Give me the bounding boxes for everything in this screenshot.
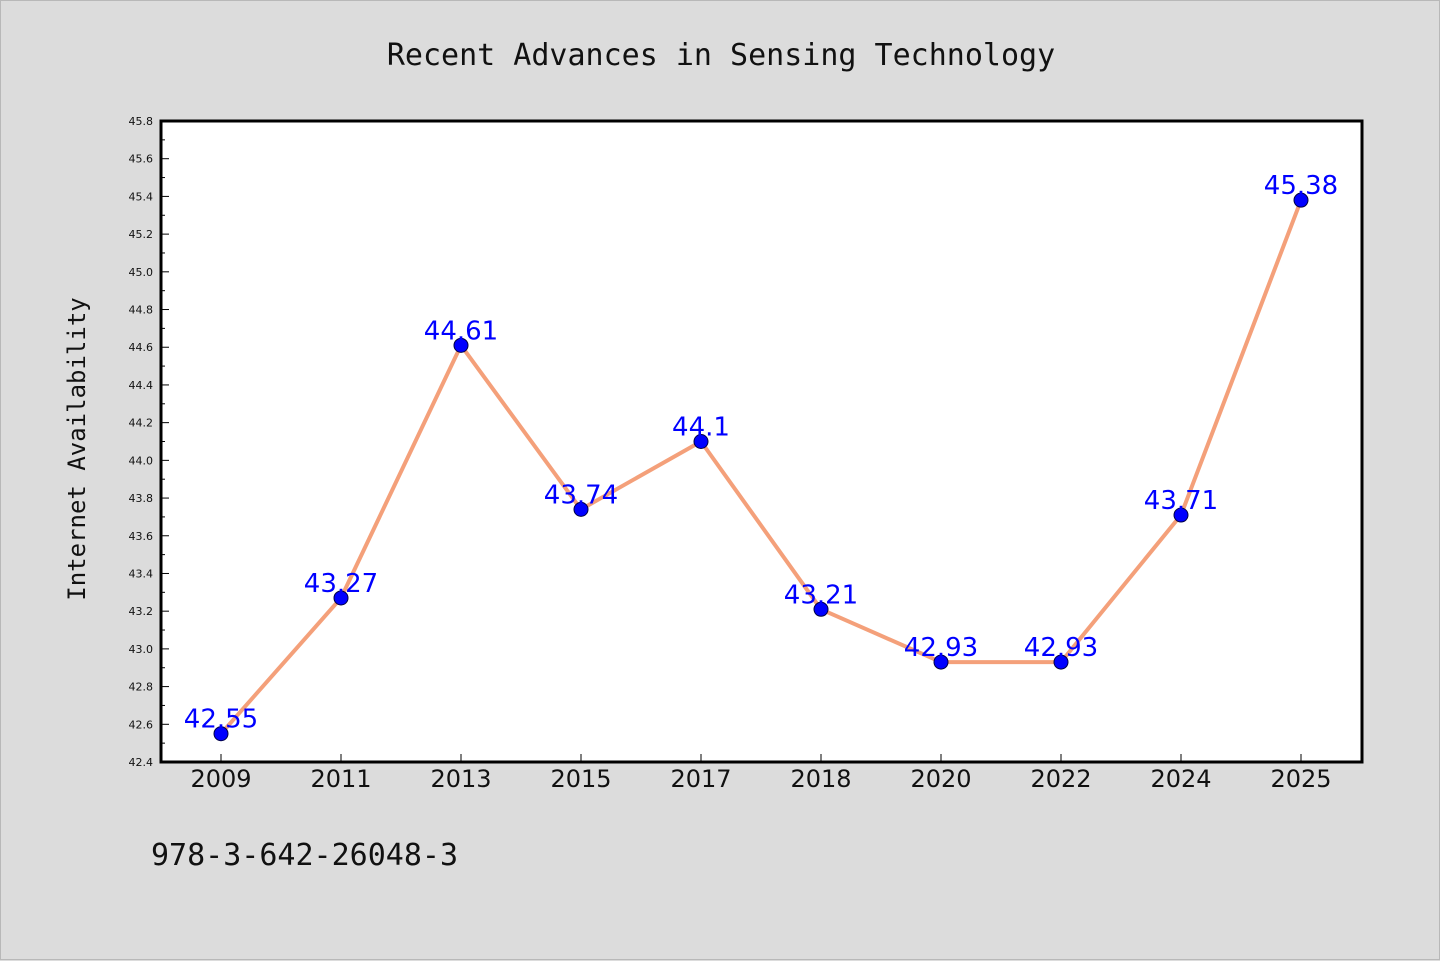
data-label: 42.55 bbox=[184, 705, 258, 735]
data-label: 43.21 bbox=[784, 580, 858, 610]
y-tick-label: 43.2 bbox=[129, 605, 154, 618]
data-label: 43.27 bbox=[304, 569, 378, 599]
y-axis-label: Internet Availability bbox=[63, 297, 91, 600]
y-tick-label: 44.0 bbox=[129, 454, 154, 467]
x-tick-label: 2015 bbox=[550, 765, 611, 793]
data-point bbox=[453, 337, 469, 353]
y-tick-label: 44.4 bbox=[129, 379, 154, 392]
data-point bbox=[933, 654, 949, 670]
data-label: 42.93 bbox=[904, 633, 978, 663]
y-tick-label: 43.4 bbox=[129, 567, 154, 580]
y-axis-ticks: 42.4 42.6 42.8 43.0 43.2 43.4 43.6 43.8 44.0 44.2… bbox=[129, 115, 169, 769]
y-tick-label: 45.2 bbox=[129, 228, 154, 241]
data-point bbox=[693, 434, 709, 449]
data-point bbox=[813, 601, 829, 617]
data-point bbox=[213, 726, 229, 742]
plot-area bbox=[161, 121, 1362, 762]
y-tick-label: 44.2 bbox=[129, 417, 154, 430]
data-label: 44.61 bbox=[424, 316, 498, 346]
y-tick-label: 45.6 bbox=[129, 153, 154, 166]
data-point bbox=[573, 501, 589, 517]
y-tick-label: 42.6 bbox=[129, 718, 154, 731]
y-tick-label: 42.8 bbox=[129, 681, 154, 694]
y-tick-label: 44.6 bbox=[129, 341, 154, 354]
data-label: 45.38 bbox=[1264, 171, 1338, 201]
x-tick-label: 2025 bbox=[1270, 765, 1331, 793]
data-label: 43.71 bbox=[1144, 486, 1218, 516]
x-tick-label: 2013 bbox=[430, 765, 491, 793]
x-axis-ticks: 2009 2011 2013 2015 2017 2018 2020 2022 2024 2025 bbox=[190, 754, 1332, 793]
x-tick-label: 2017 bbox=[670, 765, 731, 793]
y-tick-label: 43.0 bbox=[129, 643, 154, 656]
y-tick-label: 45.8 bbox=[129, 115, 154, 128]
x-tick-label: 2020 bbox=[910, 765, 971, 793]
series-group: 42.55 43.27 44.61 43.74 44.1 43.21 42.93 42.93 4… bbox=[184, 171, 1338, 742]
data-point bbox=[1053, 654, 1069, 670]
y-tick-label: 45.4 bbox=[129, 190, 154, 203]
y-tick-label: 45.0 bbox=[129, 266, 154, 279]
plot-border bbox=[159, 119, 1364, 764]
data-point bbox=[1293, 192, 1309, 208]
y-tick-label: 43.6 bbox=[129, 530, 154, 543]
data-point bbox=[1173, 507, 1189, 523]
x-tick-label: 2022 bbox=[1030, 765, 1091, 793]
data-point bbox=[333, 590, 349, 606]
x-tick-label: 2011 bbox=[310, 765, 371, 793]
y-tick-label: 42.4 bbox=[129, 756, 154, 769]
isbn-text: 978-3-642-26048-3 bbox=[151, 838, 458, 873]
x-tick-label: 2009 bbox=[190, 765, 251, 793]
series-line bbox=[219, 199, 1303, 736]
x-tick-label: 2024 bbox=[1150, 765, 1211, 793]
chart-title: Recent Advances in Sensing Technology bbox=[387, 38, 1055, 73]
y-tick-label: 44.8 bbox=[129, 304, 154, 317]
data-label: 44.1 bbox=[672, 413, 730, 443]
x-tick-label: 2018 bbox=[790, 765, 851, 793]
data-label: 42.93 bbox=[1024, 633, 1098, 663]
y-tick-label: 43.8 bbox=[129, 492, 154, 505]
data-label: 43.74 bbox=[544, 480, 618, 510]
